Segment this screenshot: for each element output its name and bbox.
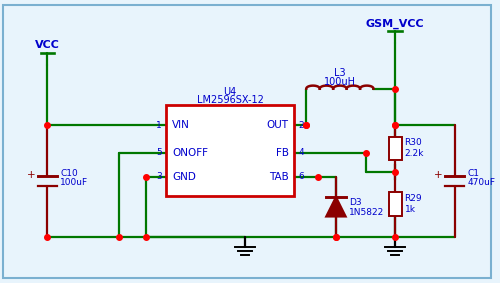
Text: 470uF: 470uF	[468, 179, 495, 188]
Text: +: +	[27, 170, 36, 180]
Text: 3: 3	[156, 172, 162, 181]
Bar	[166, 106, 294, 196]
Bar	[389, 137, 402, 160]
Text: 1: 1	[156, 121, 162, 130]
Polygon shape	[326, 197, 346, 216]
Text: LM2596SX-12: LM2596SX-12	[197, 95, 264, 106]
Text: TAB: TAB	[269, 171, 288, 182]
Bar	[389, 192, 402, 216]
Text: L3: L3	[334, 68, 345, 78]
Text: 2: 2	[298, 121, 304, 130]
Text: GSM_VCC: GSM_VCC	[366, 18, 424, 29]
Text: 4: 4	[298, 148, 304, 157]
Text: U4: U4	[224, 87, 237, 97]
Text: R29: R29	[404, 194, 422, 203]
Text: GND: GND	[172, 171, 196, 182]
Text: 1N5822: 1N5822	[349, 208, 384, 217]
Text: 6: 6	[298, 172, 304, 181]
Text: ONOFF: ONOFF	[172, 148, 208, 158]
Text: D3: D3	[349, 198, 362, 207]
Text: 100uF: 100uF	[60, 179, 88, 188]
Text: C1: C1	[468, 169, 479, 178]
Text: FB: FB	[276, 148, 288, 158]
Text: 100uH: 100uH	[324, 77, 356, 87]
Text: R30: R30	[404, 138, 422, 147]
Text: 1k: 1k	[404, 205, 415, 214]
Text: +: +	[434, 170, 442, 180]
Text: C10: C10	[60, 169, 78, 178]
Text: 2.2k: 2.2k	[404, 149, 424, 158]
Text: 5: 5	[156, 148, 162, 157]
Text: VCC: VCC	[35, 40, 60, 50]
Text: OUT: OUT	[266, 120, 288, 130]
Text: VIN: VIN	[172, 120, 190, 130]
